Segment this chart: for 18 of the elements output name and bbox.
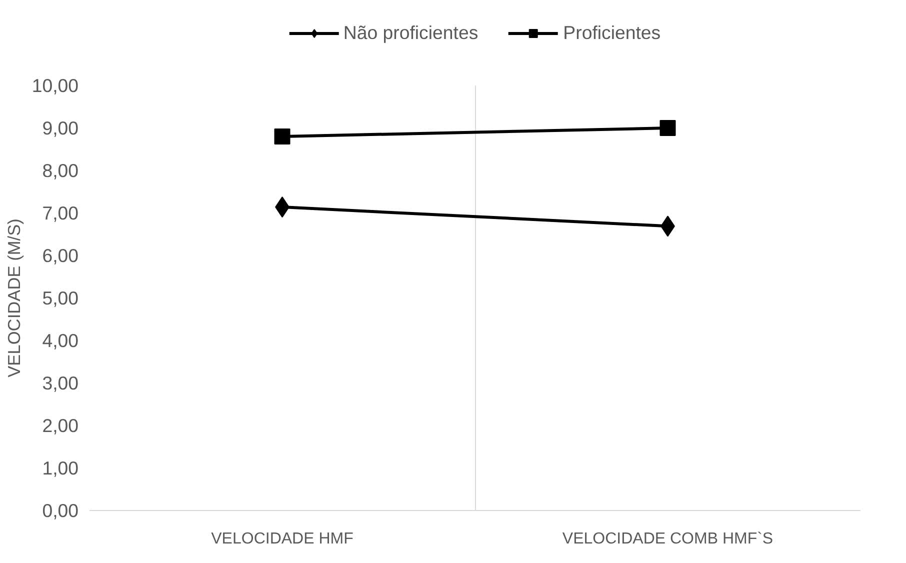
y-tick-label: 0,00 <box>42 500 78 521</box>
legend-label: Não proficientes <box>343 22 478 44</box>
legend-label: Proficientes <box>563 22 661 44</box>
y-tick-label: 10,00 <box>32 75 78 96</box>
x-tick-label: VELOCIDADE HMF <box>211 530 354 548</box>
y-tick-label: 3,00 <box>42 372 78 394</box>
y-tick-label: 9,00 <box>42 118 78 138</box>
y-tick-label: 5,00 <box>42 288 78 308</box>
point <box>660 120 676 136</box>
y-tick-label: 4,00 <box>42 330 78 351</box>
x-tick-label: VELOCIDADE COMB HMF`S <box>562 530 774 548</box>
y-tick-label: 8,00 <box>42 160 78 181</box>
y-tick-label: 2,00 <box>42 415 78 436</box>
y-tick-label: 7,00 <box>42 202 78 224</box>
y-axis-title: VELOCIDADE (M/S) <box>4 218 24 378</box>
y-tick-label: 6,00 <box>42 245 78 266</box>
point <box>274 128 290 144</box>
y-tick-label: 1,00 <box>42 458 78 478</box>
